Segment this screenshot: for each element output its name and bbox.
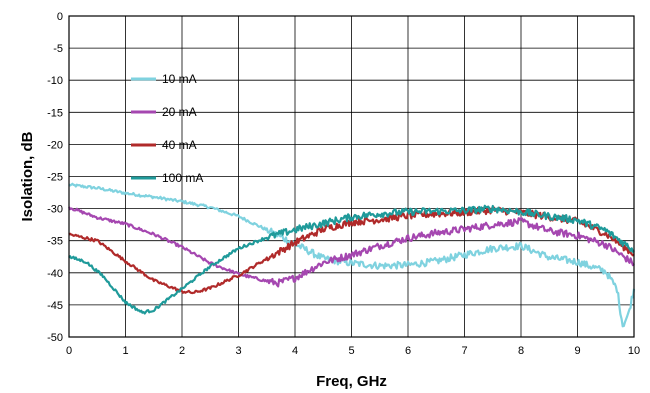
x-axis-label: Freq, GHz <box>316 373 387 390</box>
plot-frame <box>68 15 635 338</box>
legend-entry: 20 mA <box>131 105 197 119</box>
legend-label: 20 mA <box>162 105 197 119</box>
x-tick-label: 0 <box>66 345 72 357</box>
y-tick-label: -25 <box>47 172 63 184</box>
series-line-10-ma <box>68 182 636 328</box>
legend-label: 10 mA <box>162 72 197 86</box>
x-tick-label: 2 <box>179 345 185 357</box>
x-tick-label: 10 <box>628 345 640 357</box>
y-tick-labels: 0 -5 -10 -15 -20 -25 -30 -35 -40 -45 -50 <box>47 11 63 344</box>
legend-entry: 10 mA <box>131 72 197 86</box>
series-line-20-ma <box>68 206 635 288</box>
x-tick-label: 3 <box>235 345 241 357</box>
series-line-40-ma <box>68 206 635 295</box>
y-tick-label: -45 <box>47 300 63 312</box>
legend: 10 mA 20 mA 40 mA 100 mA <box>131 72 203 185</box>
y-tick-label: -20 <box>47 139 63 151</box>
y-axis-label: Isolation, dB <box>19 131 36 221</box>
y-tick-label: -10 <box>47 75 63 87</box>
y-tick-label: -35 <box>47 236 63 248</box>
series-line-100-ma <box>68 204 635 315</box>
x-tick-labels: 0 1 2 3 4 5 6 7 8 9 10 <box>66 345 640 357</box>
x-tick-label: 6 <box>405 345 411 357</box>
y-tick-label: -30 <box>47 204 63 216</box>
legend-entry: 40 mA <box>131 138 197 152</box>
y-tick-label: -50 <box>47 332 63 344</box>
legend-label: 40 mA <box>162 138 197 152</box>
legend-entry: 100 mA <box>131 171 203 185</box>
x-tick-label: 9 <box>574 345 580 357</box>
y-tick-label: -40 <box>47 268 63 280</box>
series-layer <box>68 182 636 328</box>
y-tick-label: 0 <box>57 11 63 23</box>
y-tick-label: -15 <box>47 107 63 119</box>
x-tick-label: 8 <box>518 345 524 357</box>
x-tick-label: 7 <box>461 345 467 357</box>
x-tick-label: 4 <box>292 345 298 357</box>
x-tick-label: 5 <box>348 345 354 357</box>
y-tick-label: -5 <box>53 43 63 55</box>
x-tick-label: 1 <box>122 345 128 357</box>
legend-label: 100 mA <box>162 171 203 185</box>
